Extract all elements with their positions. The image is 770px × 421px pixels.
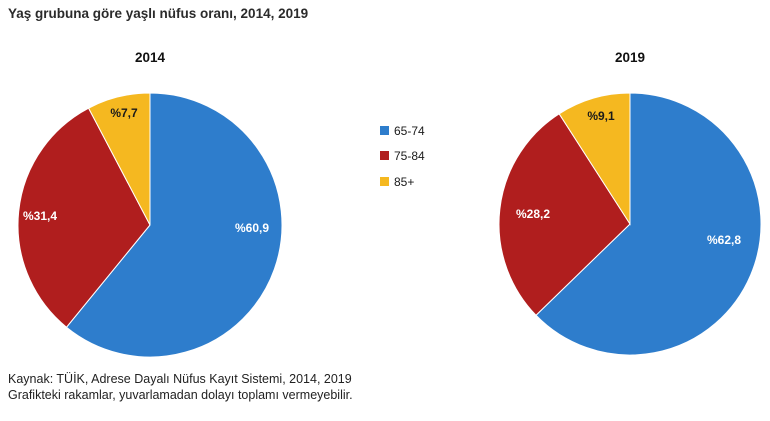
legend-swatch-85plus: [380, 177, 389, 186]
legend-label-65-74: 65-74: [394, 124, 425, 138]
pie-title-2014: 2014: [135, 50, 166, 65]
data-label-2014-85plus: %7,7: [110, 106, 138, 120]
legend-swatch-75-84: [380, 151, 389, 160]
pie-slice-2019-65-74: [535, 92, 762, 356]
pie-title-2019: 2019: [615, 50, 645, 65]
chart-title: Yaş grubuna göre yaşlı nüfus oranı, 2014…: [8, 6, 309, 21]
legend-swatch-65-74: [380, 126, 389, 135]
legend-label-85plus: 85+: [394, 175, 414, 189]
pie-2014: 2014 %60,9 %31,4 %7,7: [17, 50, 283, 358]
legend: 65-74 75-84 85+: [380, 124, 425, 189]
pie-slice-2014-85plus: [87, 92, 151, 226]
pie-slice-2014-65-74: [65, 92, 283, 358]
legend-label-75-84: 75-84: [394, 149, 425, 163]
data-label-2014-65-74: %60,9: [235, 221, 269, 235]
data-label-2019-85plus: %9,1: [587, 109, 615, 123]
pie-slice-2019-85plus: [558, 92, 631, 226]
data-label-2019-75-84: %28,2: [516, 207, 550, 221]
pie-2019: 2019 %62,8 %28,2 %9,1: [498, 50, 762, 356]
pie-2014-slices: [17, 92, 283, 358]
data-label-2014-75-84: %31,4: [23, 209, 57, 223]
pie-slice-2019-75-84: [498, 113, 631, 316]
source-note: Kaynak: TÜİK, Adrese Dayalı Nüfus Kayıt …: [8, 372, 352, 386]
data-label-2019-65-74: %62,8: [707, 233, 741, 247]
rounding-note: Grafikteki rakamlar, yuvarlamadan dolayı…: [8, 388, 353, 402]
pie-2019-slices: [498, 92, 762, 356]
